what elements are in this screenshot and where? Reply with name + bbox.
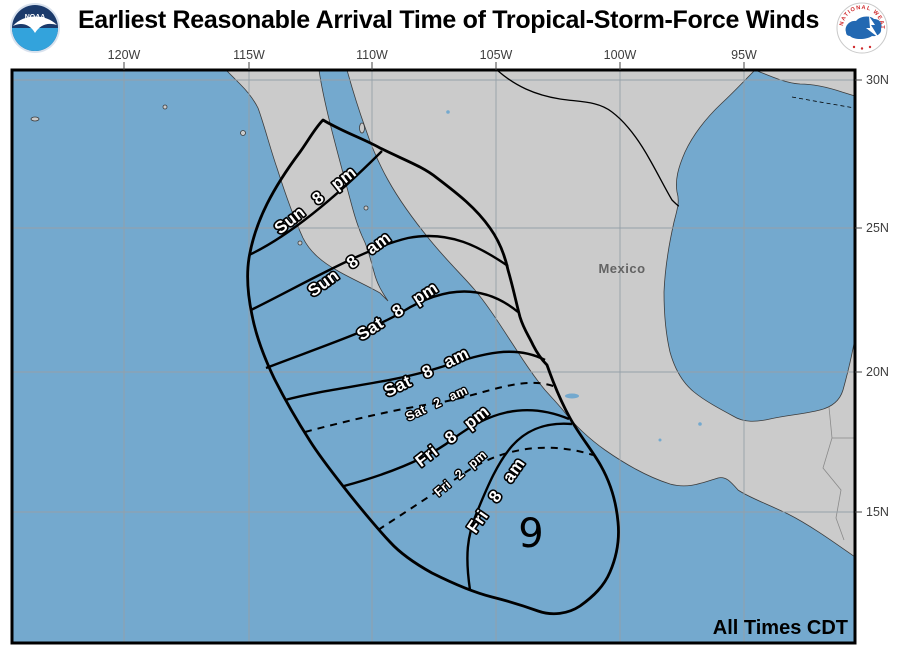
lakes — [446, 110, 702, 442]
contour-line-sun-8pm — [248, 150, 383, 257]
lat-tick-label: 25N — [866, 221, 889, 235]
contour-line-sun-8am — [250, 234, 509, 312]
lat-labels: 30N 25N 20N 15N — [866, 73, 889, 519]
wind-arrival-swath-outline — [246, 118, 620, 616]
region-label-mexico: Mexico — [598, 261, 645, 276]
us-mexico-border — [497, 71, 680, 207]
barrier-islands — [791, 96, 854, 109]
contour-line-sat-8pm — [265, 290, 519, 370]
gridlines — [13, 71, 854, 642]
lon-ticks — [123, 62, 745, 70]
time-note: All Times CDT — [713, 617, 848, 639]
arrival-contours — [248, 150, 594, 591]
nws-logo-icon: NATIONAL WEATHER SERVICE — [836, 2, 888, 54]
lon-tick-label: 105W — [480, 48, 513, 62]
land-gulf-coast-strip — [757, 71, 854, 96]
noaa-logo-icon: NOAA — [10, 3, 60, 53]
lat-tick-label: 30N — [866, 73, 889, 87]
lon-tick-label: 100W — [604, 48, 637, 62]
lon-tick-label: 110W — [356, 48, 388, 62]
noaa-logo-text: NOAA — [25, 14, 46, 21]
lat-tick-label: 20N — [866, 365, 889, 379]
land-baja-california — [226, 71, 389, 302]
lat-tick-label: 15N — [866, 505, 889, 519]
lon-tick-label: 115W — [233, 48, 265, 62]
header: NOAA Earliest Reasonable Arrival Time of… — [0, 0, 897, 55]
tropical-storm-symbol: 9 — [518, 511, 543, 557]
contour-line-fri-8pm — [343, 408, 570, 488]
lat-ticks — [855, 79, 862, 513]
page-title: Earliest Reasonable Arrival Time of Trop… — [77, 6, 820, 34]
lon-tick-label: 95W — [731, 48, 757, 62]
lon-labels: 120W 115W 110W 105W 100W 95W — [108, 48, 757, 62]
lon-tick-label: 120W — [108, 48, 141, 62]
contour-line-fri-8am — [466, 422, 573, 591]
map-frame — [10, 68, 857, 645]
contour-line-sat-8am — [284, 350, 546, 402]
international-borders — [822, 406, 854, 541]
contour-line-sat-2am — [304, 381, 557, 433]
